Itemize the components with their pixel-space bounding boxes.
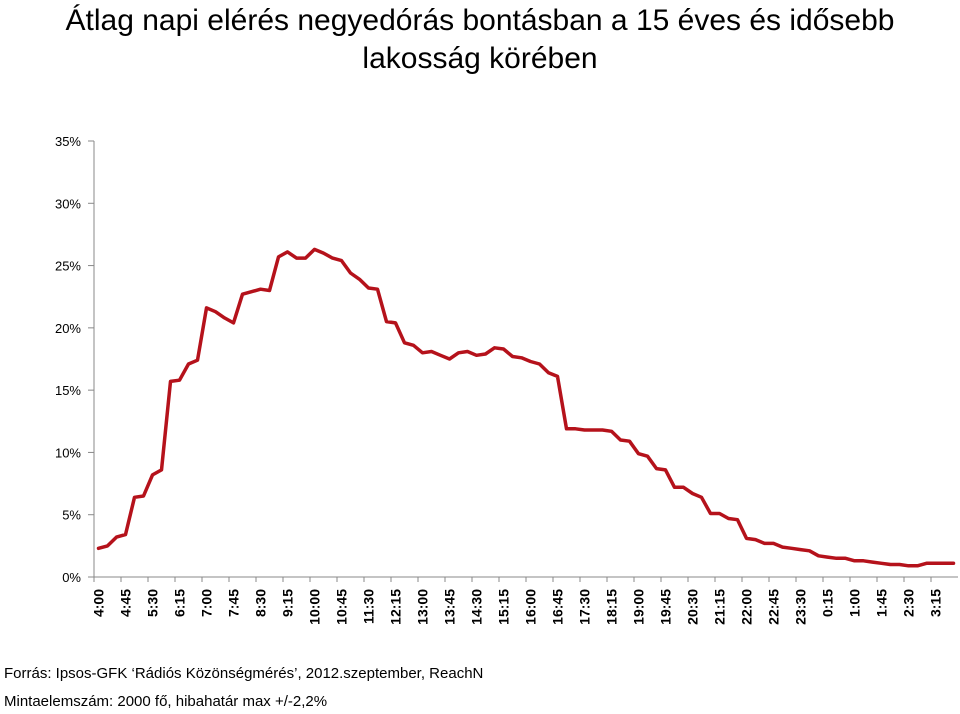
y-tick-label: 25% xyxy=(55,259,81,274)
x-tick-label: 19:00 xyxy=(631,589,647,625)
x-tick-label: 13:45 xyxy=(442,589,458,625)
y-tick-label: 5% xyxy=(62,508,81,523)
line-chart: 0% 5% 10% 15% 20% 25% 30% 35% 4:00 4:45 5:30 6:15 7:… xyxy=(55,134,958,625)
x-tick-label: 12:15 xyxy=(388,589,404,625)
y-tick-label: 20% xyxy=(55,321,81,336)
y-tick-label: 35% xyxy=(55,134,81,149)
chart-title-line-2: lakosság körében xyxy=(362,42,598,75)
x-tick-label: 8:30 xyxy=(253,589,269,617)
x-tick-label: 20:30 xyxy=(685,589,701,625)
x-tick-label: 10:45 xyxy=(334,589,350,625)
x-tick-label: 16:00 xyxy=(523,589,539,625)
sample-note: Mintaelemszám: 2000 fő, hibahatár max +/… xyxy=(4,693,328,710)
chart-title-line-1: Átlag napi elérés negyedórás bontásban a… xyxy=(65,4,895,37)
source-note: Forrás: Ipsos-GFK ‘Rádiós Közönségmérés’… xyxy=(4,665,484,682)
x-tick-label: 0:15 xyxy=(820,589,836,617)
x-tick-label: 6:15 xyxy=(172,589,188,617)
x-tick-label: 1:45 xyxy=(874,589,890,617)
series-line xyxy=(96,247,956,568)
y-tick-label: 10% xyxy=(55,445,81,460)
x-tick-label: 22:00 xyxy=(739,589,755,625)
x-tick-label: 21:15 xyxy=(712,589,728,625)
x-tick-label: 11:30 xyxy=(361,589,377,624)
x-tick-label: 10:00 xyxy=(307,589,323,625)
x-tick-label: 4:45 xyxy=(118,589,134,617)
x-tick-label: 23:30 xyxy=(793,589,809,625)
x-tick-label: 3:15 xyxy=(928,589,944,617)
x-tick-label: 17:30 xyxy=(577,589,593,625)
x-tick-label: 7:45 xyxy=(226,589,242,617)
x-tick-label: 9:15 xyxy=(280,589,296,617)
y-tick-label: 30% xyxy=(55,196,81,211)
x-tick-label: 2:30 xyxy=(901,589,917,617)
x-tick-label: 4:00 xyxy=(91,589,107,617)
x-tick-label: 14:30 xyxy=(469,589,485,625)
x-tick-label: 13:00 xyxy=(415,589,431,625)
x-tick-label: 5:30 xyxy=(145,589,161,617)
x-tick-label: 22:45 xyxy=(766,589,782,625)
y-tick-label: 0% xyxy=(62,570,81,585)
x-tick-label: 1:00 xyxy=(847,589,863,617)
x-tick-label: 18:15 xyxy=(604,589,620,625)
x-tick-label: 16:45 xyxy=(550,589,566,625)
x-tick-label: 19:45 xyxy=(658,589,674,625)
x-tick-label: 7:00 xyxy=(199,589,215,617)
x-tick-label: 15:15 xyxy=(496,589,512,625)
y-tick-label: 15% xyxy=(55,383,81,398)
